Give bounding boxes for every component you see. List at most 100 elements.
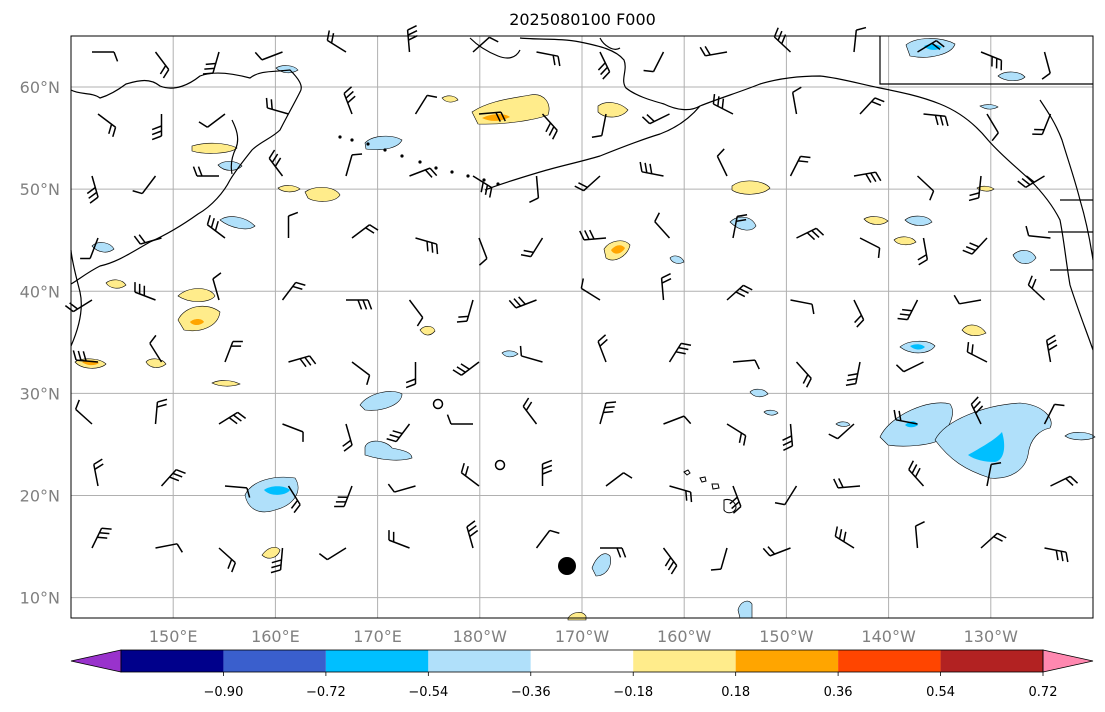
wind-barb: [853, 26, 867, 53]
map-frame: [70, 35, 1094, 619]
lon-label: 170°E: [353, 627, 402, 646]
wind-barb: [1043, 403, 1065, 425]
wind-barb: [986, 113, 999, 142]
wind-barb: [579, 229, 607, 241]
colorbar-extend-low: [70, 649, 122, 673]
wind-barb: [466, 520, 479, 549]
wind-barb: [853, 299, 865, 328]
wind-barb: [72, 350, 99, 363]
colorbar-label: −0.54: [408, 685, 448, 700]
colorbar-label: −0.36: [511, 685, 551, 700]
border-alaska-canada: [879, 36, 1093, 85]
colorbar: −0.90 −0.72 −0.54 −0.36 −0.18 0.18 0.36 0.54 0.7…: [70, 649, 1094, 700]
wind-barb: [288, 355, 317, 368]
lon-label: 150°W: [759, 627, 814, 646]
wind-barb: [91, 527, 112, 549]
wind-barb: [917, 237, 929, 266]
colorbar-label: 0.54: [926, 685, 955, 700]
wind-barb: [155, 543, 183, 553]
wind-barb: [134, 282, 156, 301]
wind-barb: [86, 175, 99, 204]
border-us-canada: [1048, 199, 1093, 271]
graticule: [71, 36, 1093, 618]
wind-barb: [522, 397, 538, 425]
wind-barb: [591, 113, 607, 139]
colorbar-label: 0.72: [1029, 685, 1058, 700]
wind-barb: [342, 423, 353, 452]
wind-barb: [968, 175, 982, 202]
wind-barb: [600, 547, 627, 558]
wind-barb: [541, 459, 553, 486]
wind-barb: [270, 547, 284, 574]
lat-label: 20°N: [20, 486, 60, 505]
colorbar-label: −0.18: [613, 685, 653, 700]
wind-barb: [834, 526, 855, 549]
colorbar-segment: [735, 650, 839, 672]
wind-barb: [414, 94, 438, 115]
wind-barb: [669, 485, 693, 503]
colorbar-label: −0.72: [306, 685, 346, 700]
wind-barb: [345, 153, 363, 177]
wind-barb: [897, 299, 919, 321]
wind-barb: [351, 224, 379, 239]
wind-barb: [478, 237, 488, 266]
wind-barb: [923, 113, 949, 127]
wind-barb: [318, 547, 347, 561]
wind-barb: [729, 485, 742, 514]
wind-barb: [93, 458, 104, 487]
small-open-circle: [494, 459, 506, 471]
wind-barb: [160, 468, 186, 487]
lon-label: 130°W: [964, 627, 1019, 646]
wind-barb: [845, 361, 861, 387]
wind-barb: [980, 51, 1003, 71]
lat-label: 40°N: [20, 282, 60, 301]
wind-barb: [970, 396, 984, 425]
colorbar-label: −0.90: [204, 685, 244, 700]
coastline-alaska: [519, 37, 1094, 351]
wind-barb: [762, 546, 791, 557]
wind-barb: [1027, 275, 1046, 301]
wind-barb: [828, 423, 855, 440]
wind-barb: [460, 462, 480, 487]
coastline-kamchatka-west: [230, 119, 239, 175]
wind-barb: [986, 461, 1002, 487]
wind-barb: [641, 113, 670, 125]
wind-barb: [859, 237, 881, 259]
wind-barb: [953, 294, 982, 305]
lat-label: 60°N: [20, 78, 60, 97]
wind-barb: [1017, 175, 1045, 188]
wind-barb: [726, 284, 753, 301]
wind-barb: [853, 171, 882, 183]
wind-barb: [224, 485, 251, 498]
map-title: 2025080100 F000: [509, 10, 656, 29]
colorbar-label: 0.18: [721, 685, 750, 700]
colorbar-label: 0.36: [824, 685, 853, 700]
wind-barb: [732, 359, 760, 370]
lat-label: 30°N: [20, 384, 60, 403]
wind-barb: [405, 362, 417, 389]
wind-barb: [782, 423, 794, 451]
wind-barb: [726, 423, 747, 446]
wind-barb: [662, 547, 678, 575]
wind-barb: [218, 547, 237, 573]
wind-barb: [151, 114, 163, 141]
wind-barb: [520, 237, 544, 258]
lon-label: 150°E: [149, 627, 198, 646]
wind-barb: [387, 483, 416, 493]
wind-barb: [791, 86, 802, 115]
wind-barb: [206, 214, 226, 239]
wind-barb: [789, 155, 811, 177]
wind-barb: [408, 299, 424, 327]
wind-barb: [132, 175, 157, 195]
wind-barb: [446, 414, 473, 425]
wind-barb: [654, 212, 671, 239]
wind-barb: [541, 113, 558, 140]
wind-barb: [287, 211, 299, 238]
wind-barb: [1025, 225, 1051, 239]
wind-barb: [212, 272, 222, 301]
wind-barb: [580, 278, 601, 301]
lon-label: 170°W: [555, 627, 610, 646]
wind-barb: [218, 411, 247, 425]
coastline-japan: [70, 249, 82, 347]
colorbar-segment: [940, 650, 1043, 672]
